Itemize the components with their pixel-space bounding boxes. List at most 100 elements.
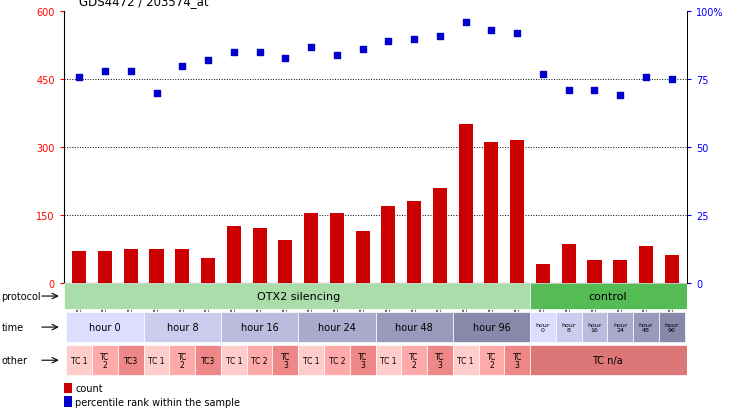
- Text: TC
2: TC 2: [487, 352, 496, 369]
- Bar: [401, 345, 427, 375]
- Bar: [72, 252, 86, 283]
- Point: [331, 52, 343, 59]
- Bar: [330, 213, 344, 283]
- Text: time: time: [2, 322, 23, 332]
- Bar: [407, 202, 421, 283]
- Point: [434, 33, 446, 40]
- Text: hour 48: hour 48: [395, 322, 433, 332]
- Bar: [478, 345, 504, 375]
- Bar: [66, 345, 92, 375]
- Bar: [279, 240, 292, 283]
- Point: [150, 90, 162, 97]
- Point: [460, 20, 472, 26]
- Text: hour 24: hour 24: [318, 322, 356, 332]
- Bar: [453, 313, 530, 342]
- Point: [589, 88, 601, 94]
- Bar: [195, 345, 221, 375]
- Point: [511, 31, 523, 37]
- Bar: [355, 231, 369, 283]
- Bar: [556, 313, 581, 342]
- Text: hour 96: hour 96: [472, 322, 510, 332]
- Bar: [665, 256, 679, 283]
- Bar: [118, 345, 143, 375]
- Bar: [633, 313, 659, 342]
- Text: count: count: [75, 383, 103, 393]
- Bar: [613, 260, 627, 283]
- Text: GDS4472 / 203574_at: GDS4472 / 203574_at: [79, 0, 209, 8]
- Bar: [659, 313, 685, 342]
- Bar: [376, 345, 401, 375]
- Bar: [149, 249, 164, 283]
- Bar: [273, 345, 298, 375]
- Text: TC
2: TC 2: [178, 352, 187, 369]
- Bar: [175, 249, 189, 283]
- Bar: [143, 345, 170, 375]
- Bar: [484, 143, 499, 283]
- Bar: [350, 345, 376, 375]
- Text: TC
3: TC 3: [358, 352, 367, 369]
- Bar: [64, 396, 72, 406]
- Bar: [298, 345, 324, 375]
- Text: protocol: protocol: [2, 291, 41, 301]
- Point: [562, 88, 575, 94]
- Point: [176, 63, 189, 70]
- Bar: [66, 313, 143, 342]
- Point: [228, 50, 240, 56]
- Bar: [252, 229, 267, 283]
- Bar: [530, 345, 687, 375]
- Text: TC 2: TC 2: [329, 356, 345, 365]
- Text: hour
48: hour 48: [638, 322, 653, 332]
- Bar: [304, 213, 318, 283]
- Point: [537, 71, 549, 78]
- Text: hour 8: hour 8: [167, 322, 198, 332]
- Bar: [324, 345, 350, 375]
- Bar: [382, 206, 396, 283]
- Bar: [453, 345, 478, 375]
- Bar: [587, 260, 602, 283]
- Bar: [376, 313, 453, 342]
- Bar: [221, 313, 298, 342]
- Bar: [581, 313, 608, 342]
- Bar: [201, 258, 215, 283]
- Bar: [536, 264, 550, 283]
- Point: [408, 36, 420, 43]
- Bar: [143, 313, 221, 342]
- Bar: [639, 247, 653, 283]
- Text: TC3: TC3: [124, 356, 138, 365]
- Text: TC 1: TC 1: [225, 356, 242, 365]
- Bar: [98, 252, 112, 283]
- Text: TC 1: TC 1: [380, 356, 397, 365]
- Text: TC
2: TC 2: [101, 352, 110, 369]
- Point: [485, 28, 497, 35]
- Point: [382, 39, 394, 45]
- Bar: [124, 249, 138, 283]
- Bar: [227, 227, 241, 283]
- Bar: [433, 188, 447, 283]
- Bar: [64, 283, 530, 309]
- Bar: [510, 141, 524, 283]
- Text: TC n/a: TC n/a: [592, 355, 623, 366]
- Bar: [608, 313, 633, 342]
- Bar: [459, 125, 472, 283]
- Bar: [562, 244, 576, 283]
- Text: TC 1: TC 1: [457, 356, 474, 365]
- Text: hour
96: hour 96: [665, 322, 679, 332]
- Point: [202, 58, 214, 64]
- Point: [305, 44, 317, 51]
- Text: hour 0: hour 0: [89, 322, 121, 332]
- Point: [279, 55, 291, 62]
- Bar: [530, 313, 556, 342]
- Point: [640, 74, 652, 81]
- Bar: [92, 345, 118, 375]
- Text: TC
3: TC 3: [281, 352, 290, 369]
- Text: OTX2 silencing: OTX2 silencing: [257, 291, 340, 301]
- Text: hour
0: hour 0: [535, 322, 550, 332]
- Point: [99, 69, 111, 75]
- Point: [74, 74, 86, 81]
- Text: TC
2: TC 2: [409, 352, 419, 369]
- Bar: [427, 345, 453, 375]
- Text: TC3: TC3: [201, 356, 216, 365]
- Bar: [504, 345, 530, 375]
- Point: [665, 77, 677, 83]
- Bar: [298, 313, 376, 342]
